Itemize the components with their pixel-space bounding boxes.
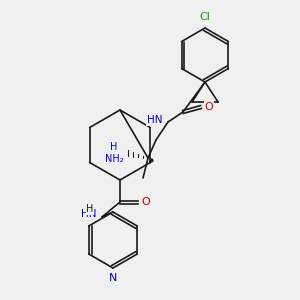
Text: O: O xyxy=(205,102,213,112)
Text: N: N xyxy=(109,273,117,283)
Text: H: H xyxy=(86,204,94,214)
Text: HN: HN xyxy=(82,209,97,219)
Text: HN: HN xyxy=(146,115,162,125)
Text: Cl: Cl xyxy=(200,12,210,22)
Text: H
NH₂: H NH₂ xyxy=(105,142,123,164)
Text: O: O xyxy=(142,197,150,207)
